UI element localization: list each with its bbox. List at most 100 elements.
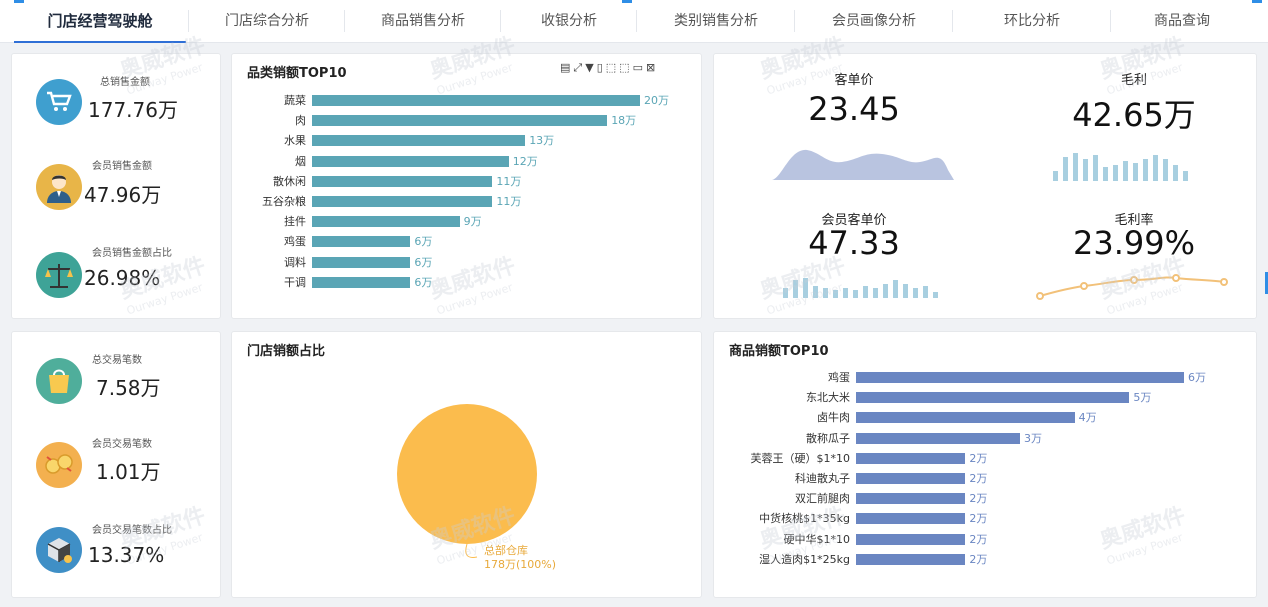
bar-value-label: 2万 [969,492,988,506]
filter-icon[interactable]: ▼ [585,61,597,74]
bar-row: 烟 12万 [232,151,701,171]
bar[interactable] [856,392,1130,404]
bar-category-label: 散称瓜子 [806,431,850,445]
close-icon[interactable]: ⊠ [645,61,659,74]
bar-category-label: 挂件 [284,215,306,229]
coin-exchange-icon [36,442,82,488]
bar-value-label: 6万 [1188,371,1206,384]
bar[interactable] [312,216,460,228]
table-icon[interactable]: ▤ [560,61,574,74]
bar-value-label: 4万 [1078,411,1097,425]
bar-value-label: 5万 [1133,391,1152,405]
bar-category-label: 中货核桃$1*35kg [759,512,850,526]
fullscreen-icon[interactable]: ⤢ [573,61,586,74]
bar-value-label: 2万 [969,552,988,566]
export-icon[interactable]: ▯ [596,61,606,74]
bar[interactable] [312,276,411,288]
kpi-value: 13.37% [88,543,165,567]
bar-value-label: 11万 [496,195,522,208]
bar[interactable] [856,432,1020,444]
bar-row: 散休闲 11万 [232,171,701,191]
chart-title: 品类销额TOP10 [247,66,347,81]
bar[interactable] [312,155,509,167]
tab-cashier[interactable]: 收银分析 [541,13,597,29]
kpi-value: 1.01万 [96,460,161,484]
bar-row: 科迪散丸子 2万 [714,468,1256,488]
bar-value-label: 9万 [463,215,482,229]
bar[interactable] [856,553,966,565]
sparkline-bars [1053,153,1188,181]
bar[interactable] [856,473,966,484]
kpi-panel-sales: 总销售金额 177.76万 会员销售金额 47.96万 会员销售金额占比 26.… [11,53,221,319]
sparkline-area [772,149,954,180]
pie-label-name: 总部仓库 [484,544,528,557]
bar[interactable] [856,372,1184,383]
bar-value-label: 2万 [969,512,988,526]
kpi-value: 7.58万 [96,376,161,400]
chart-title: 门店销额占比 [247,344,326,359]
pie-chart [397,404,537,558]
metric-value: 42.65万 [1072,96,1196,134]
bar-category-label: 肉 [295,114,306,128]
kpi-value: 47.96万 [84,183,162,207]
bar-value-label: 2万 [969,532,988,546]
bar[interactable] [856,513,966,525]
bar[interactable] [856,533,966,545]
bar-category-label: 卤牛肉 [817,411,850,425]
shopping-bag-icon [36,358,82,404]
lasso-icon[interactable]: ⬚ [619,61,633,74]
bar[interactable] [312,115,608,127]
tab-member-profile[interactable]: 会员画像分析 [832,13,916,29]
tab-product-query[interactable]: 商品查询 [1154,13,1210,29]
metric-value: 23.45 [808,90,900,128]
bar-category-label: 水果 [284,134,306,148]
bar-category-label: 干调 [284,275,306,289]
bar[interactable] [856,412,1075,424]
kpi-value: 177.76万 [88,98,178,122]
bar-value-label: 6万 [414,275,433,289]
bar-value-label: 12万 [512,154,538,168]
bar-row: 五谷杂粮 11万 [232,191,701,211]
kpi-value: 26.98% [84,266,161,290]
bar-row: 东北大米 5万 [714,387,1256,407]
tab-period-comparison[interactable]: 环比分析 [1004,13,1060,29]
tab-store-analysis[interactable]: 门店综合分析 [225,13,309,29]
bar-category-label: 科迪散丸子 [795,472,850,485]
bar[interactable] [312,196,493,207]
bar-category-label: 调料 [284,255,306,269]
bar[interactable] [312,135,526,147]
bar-category-label: 五谷杂粮 [262,195,306,208]
tab-category-sales[interactable]: 类别销售分析 [674,13,758,29]
bar-value-label: 3万 [1024,431,1042,445]
bar-row: 卤牛肉 4万 [714,407,1256,427]
category-chart-panel: 品类销额TOP10 ▤⤢▼▯⬚⬚▭⊠ 蔬菜 20万肉 18万 水果 13万烟 12万 散休闲… [231,53,702,319]
tab-dashboard[interactable]: 门店经营驾驶舱 [14,0,186,43]
tab-accent [1252,0,1262,3]
zoom-icon[interactable]: ▭ [632,61,646,74]
tab-bar: 门店经营驾驶舱 门店综合分析 商品销售分析 收银分析 类别销售分析 会员画像分析… [0,0,1268,43]
select-icon[interactable]: ⬚ [605,61,620,74]
bar[interactable] [312,256,411,268]
bar-category-label: 湿人造肉$1*25kg [759,552,850,566]
store-share-panel: 门店销额占比 总部仓库 178万(100%) [231,331,702,598]
bar-category-label: 烟 [295,154,306,168]
bar-row: 挂件 9万 [232,211,701,231]
kpi-label: 会员交易笔数 [92,439,152,450]
bar-value-label: 13万 [529,134,555,148]
bar-row: 鸡蛋 6万 [714,367,1256,387]
metric-label: 会员客单价 [821,213,887,228]
scale-icon [36,252,82,298]
tab-product-sales[interactable]: 商品销售分析 [381,13,465,29]
pie-slice-hq-warehouse[interactable] [397,404,537,544]
bar[interactable] [856,493,966,505]
chart-title: 商品销额TOP10 [729,344,829,359]
bar[interactable] [312,175,493,187]
bar-category-label: 芙蓉王（硬）$1*10 [750,451,851,465]
bar[interactable] [312,95,640,106]
bar-value-label: 2万 [969,472,988,485]
bar[interactable] [312,236,411,248]
bar[interactable] [856,452,966,464]
metric-label: 毛利 [1120,73,1147,88]
kpi-label: 总交易笔数 [92,355,142,366]
bar-category-label: 硬中华$1*10 [783,532,851,546]
